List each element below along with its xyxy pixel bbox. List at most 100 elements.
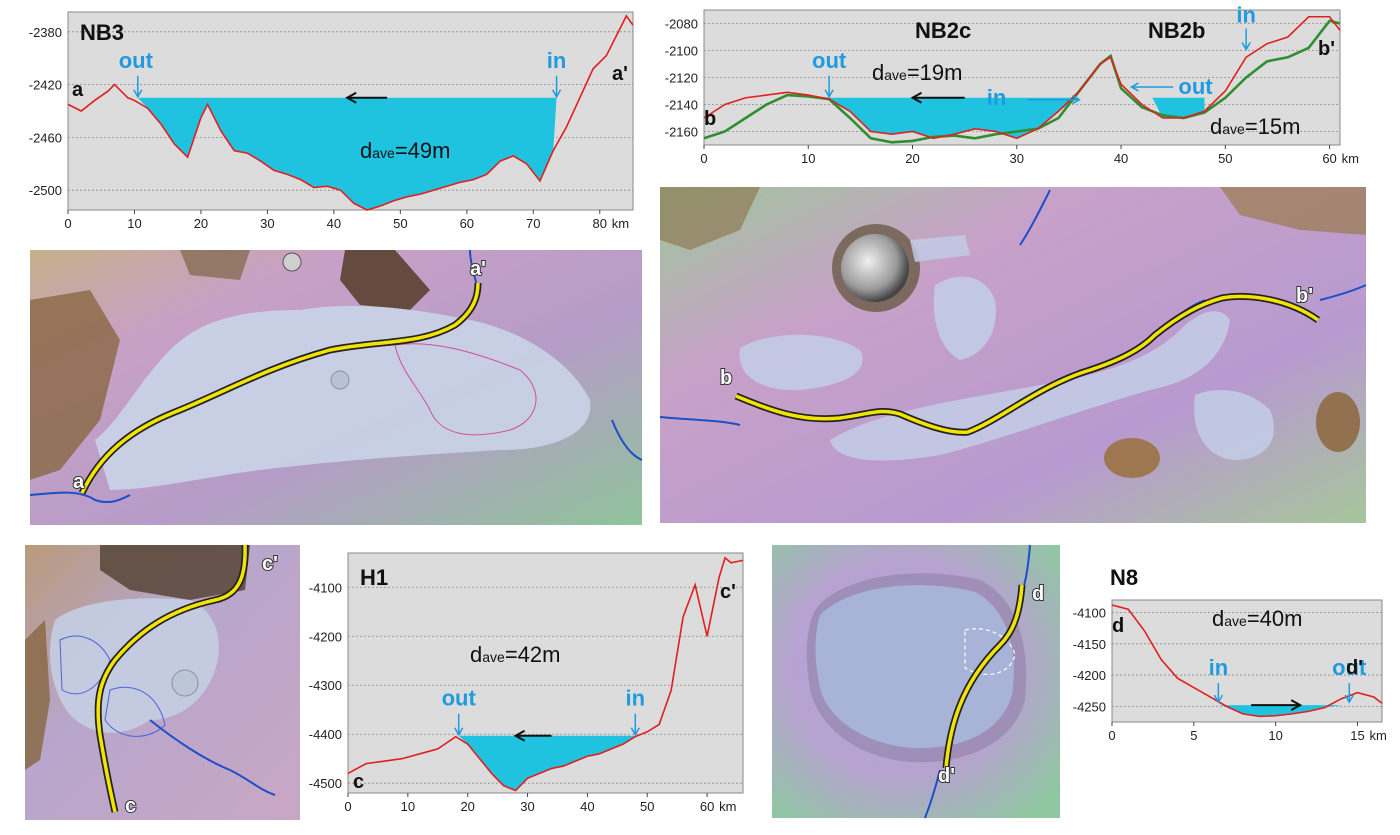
- map-c-image: c c': [25, 544, 300, 820]
- map-b-end-label: b': [1296, 285, 1313, 307]
- chart-h1-end: c': [720, 581, 736, 603]
- large-crater: [841, 234, 909, 302]
- nb3-xtick-label: 0: [64, 216, 71, 231]
- h1-xtick-label: 40: [580, 799, 594, 814]
- nb3-xunit-label: km: [612, 216, 629, 231]
- map-d-lake: [815, 585, 1014, 749]
- map-d-image: d d': [772, 544, 1060, 819]
- nb3-xtick-label: 70: [526, 216, 540, 231]
- nb3-in-arrow-head: [551, 89, 562, 99]
- nb2-ytick-label: -2080: [665, 17, 698, 32]
- n8-xtick-label: 10: [1268, 728, 1282, 743]
- chart-nb3-end: a': [612, 63, 628, 85]
- map-b-start-label: b: [720, 367, 732, 389]
- h1-ytick-label: -4300: [309, 678, 342, 693]
- h1-out-arrow-head: [454, 727, 464, 737]
- nb2-in-label: in: [987, 85, 1007, 110]
- map-c-end-label: c': [262, 553, 278, 575]
- nb2-xtick-label: 20: [905, 151, 919, 166]
- n8-in-label: in: [1209, 655, 1229, 680]
- nb2-out2-label: out: [1178, 74, 1213, 99]
- nb3-profile-0: [67, 14, 634, 211]
- chart-n8-end: d': [1346, 657, 1363, 679]
- nb3-xtick-label: 80: [593, 216, 607, 231]
- n8-in-arrow-head: [1213, 694, 1224, 704]
- map-c-lake: [50, 598, 219, 733]
- nb3-in-label: in: [547, 48, 567, 73]
- map-a-image: a a': [29, 249, 643, 525]
- chart-nb3: -2380 -2420 -2460 -2500 0 10 20 30 40 50 60 70 80 km o…: [29, 11, 634, 231]
- chart-nb2-start: b: [704, 108, 716, 130]
- chart-h1-title: H1: [360, 565, 388, 590]
- nb3-out-label: out: [119, 48, 154, 73]
- nb2-ytick-label: -2160: [665, 125, 698, 140]
- nb2-out-arrow-head: [824, 89, 834, 99]
- nb2-profile-0: [703, 15, 1341, 140]
- map-b-image: b b': [659, 187, 1367, 523]
- nb2-ytick-label: -2100: [665, 44, 698, 59]
- map-a-start-label: a: [73, 471, 85, 493]
- n8-out-arrow-head: [1344, 694, 1354, 704]
- h1-ytick-label: -4500: [309, 776, 342, 791]
- nb3-xtick-label: 20: [194, 216, 208, 231]
- nb3-xtick-label: 40: [327, 216, 341, 231]
- n8-ytick-label: -4200: [1073, 668, 1106, 683]
- chart-nb2b-title: NB2b: [1148, 18, 1205, 43]
- n8-xtick-label: 5: [1190, 728, 1197, 743]
- nb3-ytick-label: -2420: [29, 78, 62, 93]
- nb2-in-arrow-head: [1071, 95, 1081, 105]
- h1-in-arrow-head: [630, 727, 640, 737]
- nb3-ytick-label: -2500: [29, 183, 62, 198]
- h1-xtick-label: 10: [401, 799, 415, 814]
- nb2-water-1: [1152, 97, 1205, 118]
- h1-xtick-label: 0: [344, 799, 351, 814]
- n8-xtick-label: 15: [1350, 728, 1364, 743]
- chart-nb3-title: NB3: [80, 20, 124, 45]
- nb2-xtick-label: 30: [1010, 151, 1024, 166]
- chart-nb2b-dave: dave=15m: [1210, 114, 1300, 139]
- map-d-end-label: d': [938, 765, 955, 787]
- chart-n8-title: N8: [1110, 565, 1138, 590]
- nb3-out-arrow-head: [133, 89, 143, 99]
- nb2-water-0: [829, 97, 1080, 139]
- chart-nb2c-title: NB2c: [915, 18, 971, 43]
- h1-xtick-label: 50: [640, 799, 654, 814]
- h1-xunit-label: km: [719, 799, 736, 814]
- nb2-xtick-label: 40: [1114, 151, 1128, 166]
- n8-ytick-label: -4150: [1073, 637, 1106, 652]
- n8-ytick-label: -4100: [1073, 606, 1106, 621]
- n8-out-label: out: [1332, 655, 1367, 680]
- nb3-ytick-label: -2380: [29, 25, 62, 40]
- map-d-start-label: d: [1032, 583, 1044, 605]
- nb3-xtick-label: 50: [393, 216, 407, 231]
- n8-flow-arrow-head: [1290, 699, 1303, 711]
- n8-xtick-label: 0: [1108, 728, 1115, 743]
- nb2-out-label: out: [812, 48, 847, 73]
- chart-nb2c-dave: dave=19m: [872, 60, 962, 85]
- h1-water: [458, 735, 636, 791]
- map-a-end-label: a': [470, 258, 486, 280]
- nb3-xtick-label: 30: [260, 216, 274, 231]
- nb3-flow-arrow-head: [345, 91, 357, 104]
- h1-xtick-label: 60: [700, 799, 714, 814]
- chart-h1-start: c: [353, 771, 364, 793]
- n8-water: [1218, 705, 1350, 717]
- h1-xtick-label: 30: [520, 799, 534, 814]
- h1-profile-0: [347, 556, 744, 792]
- chart-n8-dave: dave=40m: [1212, 606, 1302, 631]
- map-c-start-label: c: [125, 795, 136, 817]
- h1-flow-arrow-head: [513, 729, 526, 742]
- nb3-water: [137, 97, 557, 210]
- nb2-flow-arrow-head: [910, 91, 923, 104]
- n8-ytick-label: -4250: [1073, 699, 1106, 714]
- nb2-in2-arrow-head: [1241, 42, 1251, 52]
- h1-ytick-label: -4100: [309, 580, 342, 595]
- nb2-xtick-label: 50: [1218, 151, 1232, 166]
- chart-nb3-start: a: [72, 79, 84, 101]
- h1-xtick-label: 20: [460, 799, 474, 814]
- n8-xunit-label: km: [1369, 728, 1386, 743]
- nb2-ytick-label: -2140: [665, 98, 698, 113]
- nb2-xunit-label: km: [1342, 151, 1359, 166]
